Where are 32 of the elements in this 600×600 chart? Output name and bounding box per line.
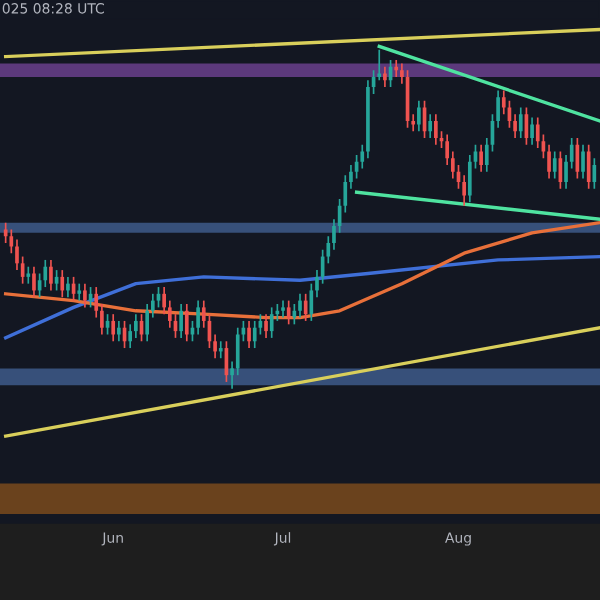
candlestick <box>434 113 438 146</box>
candlestick <box>66 276 70 299</box>
candlestick <box>60 269 65 299</box>
candlestick <box>179 303 183 339</box>
candlestick <box>264 313 268 339</box>
candlestick <box>252 320 257 349</box>
candlestick <box>428 113 433 139</box>
candlestick <box>32 265 36 299</box>
candlestick <box>218 340 223 360</box>
candlestick <box>117 320 121 343</box>
candlestick <box>247 320 251 349</box>
candlestick <box>552 150 557 180</box>
candlestick <box>77 282 82 302</box>
candlestick <box>281 299 285 319</box>
candlestick <box>196 299 200 336</box>
candlestick <box>269 306 274 339</box>
candlestick <box>547 143 551 180</box>
candlestick <box>184 303 189 343</box>
candlestick <box>298 292 302 319</box>
candlestick <box>394 59 399 78</box>
candlestick <box>49 259 53 292</box>
candlestick <box>581 143 585 180</box>
candlestick <box>383 65 387 88</box>
candlestick <box>417 99 421 132</box>
candlestick <box>286 299 291 326</box>
candlestick <box>111 313 116 343</box>
candlestick <box>586 143 591 190</box>
candlestick <box>26 265 31 285</box>
candlestick <box>518 106 523 139</box>
candlestick <box>479 143 483 173</box>
candlestick <box>83 282 87 309</box>
candlestick <box>530 116 534 146</box>
